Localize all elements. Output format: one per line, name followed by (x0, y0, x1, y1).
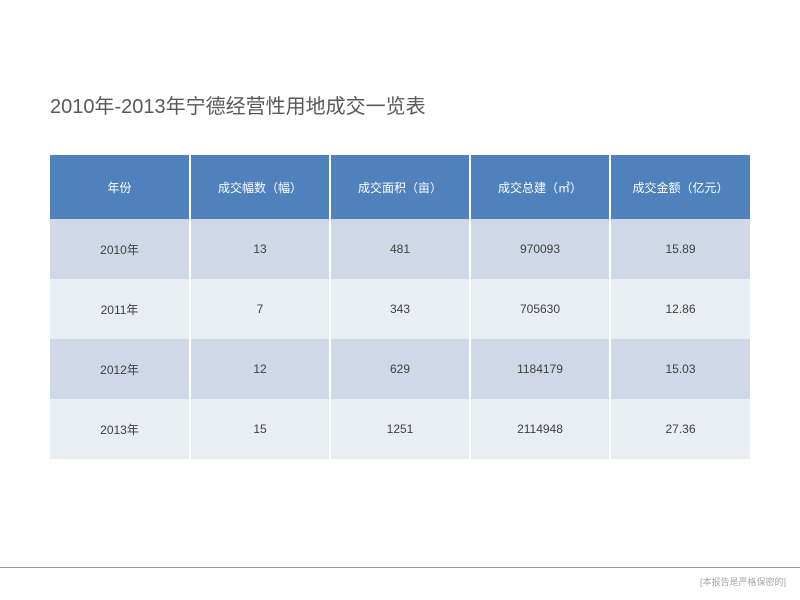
cell: 970093 (470, 219, 610, 279)
table-row: 2013年 15 1251 2114948 27.36 (50, 399, 750, 459)
cell: 15.03 (610, 339, 750, 399)
cell: 13 (190, 219, 330, 279)
table-header-row: 年份 成交幅数（幅） 成交面积（亩） 成交总建（㎡） 成交金额（亿元） (50, 155, 750, 219)
footnote-text: [本报告是严格保密的] (700, 575, 786, 588)
cell: 2012年 (50, 339, 190, 399)
cell: 1251 (330, 399, 470, 459)
cell: 481 (330, 219, 470, 279)
cell: 7 (190, 279, 330, 339)
cell: 15 (190, 399, 330, 459)
table-row: 2011年 7 343 705630 12.86 (50, 279, 750, 339)
slide-page: 2010年-2013年宁德经营性用地成交一览表 年份 成交幅数（幅） 成交面积（… (0, 0, 800, 459)
table-row: 2010年 13 481 970093 15.89 (50, 219, 750, 279)
data-table: 年份 成交幅数（幅） 成交面积（亩） 成交总建（㎡） 成交金额（亿元） 2010… (50, 155, 750, 459)
col-area: 成交面积（亩） (330, 155, 470, 219)
col-amount: 成交金额（亿元） (610, 155, 750, 219)
col-count: 成交幅数（幅） (190, 155, 330, 219)
cell: 2114948 (470, 399, 610, 459)
col-build: 成交总建（㎡） (470, 155, 610, 219)
cell: 343 (330, 279, 470, 339)
cell: 705630 (470, 279, 610, 339)
footer-divider (0, 567, 800, 568)
cell: 2011年 (50, 279, 190, 339)
cell: 27.36 (610, 399, 750, 459)
cell: 2013年 (50, 399, 190, 459)
page-title: 2010年-2013年宁德经营性用地成交一览表 (50, 90, 750, 119)
cell: 2010年 (50, 219, 190, 279)
cell: 15.89 (610, 219, 750, 279)
cell: 12 (190, 339, 330, 399)
cell: 629 (330, 339, 470, 399)
table-row: 2012年 12 629 1184179 15.03 (50, 339, 750, 399)
cell: 1184179 (470, 339, 610, 399)
cell: 12.86 (610, 279, 750, 339)
col-year: 年份 (50, 155, 190, 219)
